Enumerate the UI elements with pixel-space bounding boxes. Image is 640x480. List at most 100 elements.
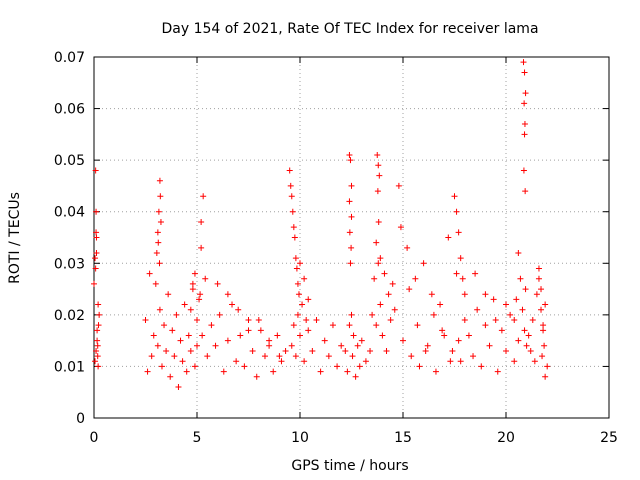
y-tick-label: 0.03 <box>54 256 85 272</box>
data-point <box>356 363 363 370</box>
data-point <box>295 291 302 298</box>
data-point <box>286 167 293 174</box>
data-point <box>229 301 236 308</box>
y-tick-label: 0.04 <box>54 205 85 221</box>
y-axis-title: ROTI / TECUs <box>7 192 23 284</box>
data-point <box>522 188 529 195</box>
data-point <box>287 182 294 189</box>
data-point <box>155 239 162 246</box>
data-point <box>93 347 100 354</box>
data-point <box>540 327 547 334</box>
data-point <box>196 296 203 303</box>
data-point <box>237 332 244 339</box>
data-point <box>148 353 155 360</box>
data-point <box>521 121 528 128</box>
data-point <box>441 332 448 339</box>
data-point <box>461 317 468 324</box>
data-point <box>453 270 460 277</box>
data-point <box>187 306 194 313</box>
data-point <box>439 327 446 334</box>
data-point <box>538 286 545 293</box>
data-point <box>542 373 549 380</box>
data-point <box>525 332 532 339</box>
data-point <box>346 151 353 158</box>
data-point <box>94 353 101 360</box>
y-tick-label: 0.06 <box>54 102 85 118</box>
data-point <box>282 347 289 354</box>
x-tick-label: 20 <box>497 430 515 446</box>
data-point <box>529 317 536 324</box>
data-point <box>373 322 380 329</box>
data-point <box>346 229 353 236</box>
data-point <box>348 213 355 220</box>
data-point <box>362 358 369 365</box>
data-point <box>173 311 180 318</box>
data-point <box>507 311 514 318</box>
data-point <box>375 162 382 169</box>
data-point <box>299 301 306 308</box>
data-point <box>494 368 501 375</box>
data-point <box>301 358 308 365</box>
data-point <box>535 275 542 282</box>
data-point <box>292 353 299 360</box>
data-point <box>374 151 381 158</box>
x-tick-label: 10 <box>291 430 309 446</box>
data-point <box>150 332 157 339</box>
data-point <box>544 363 551 370</box>
data-point <box>375 219 382 226</box>
data-point <box>146 270 153 277</box>
data-point <box>171 353 178 360</box>
data-point <box>156 177 163 184</box>
data-point <box>165 291 172 298</box>
plot-frame <box>93 56 610 419</box>
data-point <box>385 291 392 298</box>
data-point <box>416 363 423 370</box>
data-point <box>517 275 524 282</box>
data-point <box>241 363 248 370</box>
data-point <box>233 358 240 365</box>
data-point <box>329 322 336 329</box>
data-point <box>293 265 300 272</box>
data-point <box>352 373 359 380</box>
data-point <box>379 332 386 339</box>
data-point <box>270 368 277 375</box>
data-point <box>478 363 485 370</box>
x-tick-label: 5 <box>193 430 202 446</box>
data-point <box>169 327 176 334</box>
data-point <box>177 337 184 344</box>
data-point <box>158 363 165 370</box>
x-axis-title: GPS time / hours <box>291 458 408 474</box>
data-point <box>301 275 308 282</box>
data-point <box>367 347 374 354</box>
data-point <box>175 384 182 391</box>
data-point <box>334 363 341 370</box>
data-point <box>503 301 509 308</box>
data-point <box>408 353 415 360</box>
data-point <box>400 337 406 344</box>
data-point <box>349 353 356 360</box>
data-point <box>539 353 546 360</box>
data-point <box>375 260 382 267</box>
x-tick-label: 0 <box>90 430 99 446</box>
data-point <box>94 327 101 334</box>
x-tick-label: 25 <box>600 430 618 446</box>
data-point <box>371 275 378 282</box>
data-point <box>395 182 402 189</box>
data-point <box>92 255 99 262</box>
data-point <box>185 332 192 339</box>
data-point <box>266 342 273 349</box>
data-point <box>538 306 545 313</box>
data-point <box>255 317 262 324</box>
data-point <box>474 306 481 313</box>
data-point <box>513 296 520 303</box>
data-point <box>183 368 190 375</box>
data-point <box>95 363 102 370</box>
data-point <box>153 249 160 256</box>
data-point <box>535 265 542 272</box>
data-point <box>305 327 312 334</box>
data-point <box>422 347 429 354</box>
data-point <box>521 327 528 334</box>
data-point <box>212 342 219 349</box>
data-point <box>461 291 468 298</box>
